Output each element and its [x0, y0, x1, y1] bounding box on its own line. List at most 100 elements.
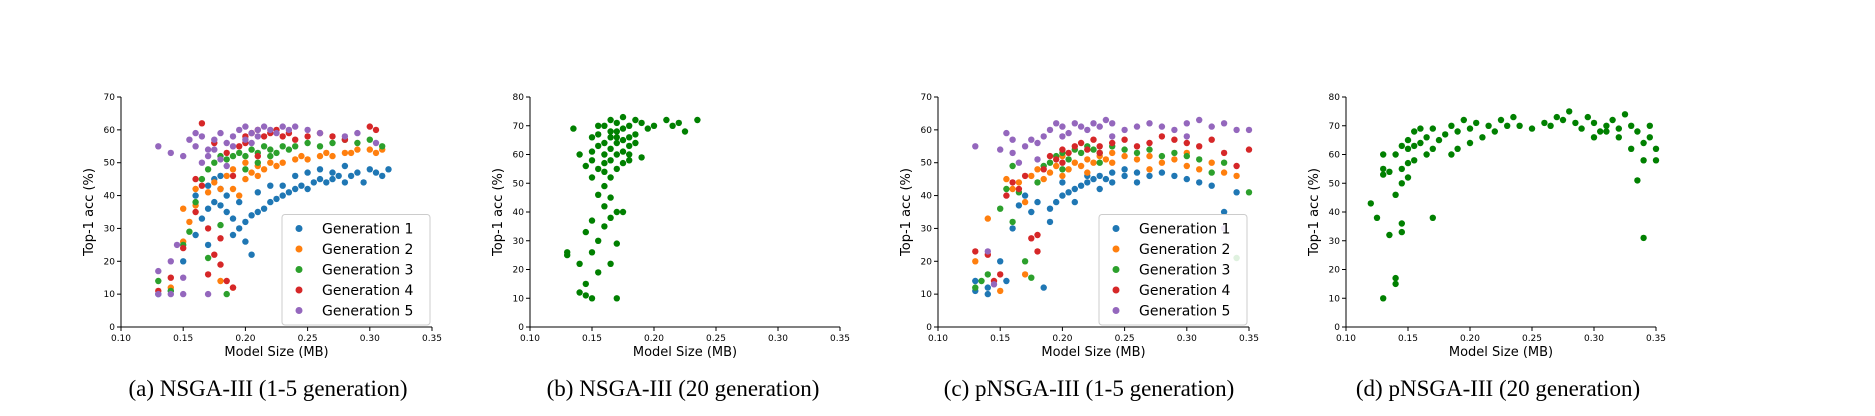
data-point-generation-1 — [972, 277, 979, 285]
data-point-generation-5 — [1109, 133, 1116, 140]
data-point-generation-20 — [576, 289, 583, 296]
data-point-generation-2 — [1071, 159, 1079, 166]
data-point-generation-5 — [180, 290, 187, 298]
data-point-generation-3 — [236, 149, 243, 157]
data-point-generation-1 — [316, 175, 324, 183]
data-point-generation-20 — [588, 174, 596, 181]
data-point-generation-1 — [1133, 169, 1141, 176]
data-point-generation-5 — [1071, 120, 1079, 127]
y-tick-label: 30 — [921, 224, 933, 234]
data-point-generation-20 — [638, 119, 645, 127]
data-point-generation-20 — [1454, 145, 1461, 152]
data-point-generation-2 — [248, 169, 255, 176]
data-point-generation-20 — [613, 240, 620, 247]
data-point-generation-4 — [997, 271, 1004, 278]
data-point-generation-20 — [582, 292, 589, 299]
data-point-generation-20 — [1584, 113, 1592, 121]
data-point-generation-1 — [1077, 182, 1085, 189]
x-tick-label: 0.35 — [1239, 334, 1259, 344]
data-point-generation-3 — [223, 290, 230, 298]
data-point-generation-20 — [1380, 165, 1387, 173]
data-point-generation-4 — [254, 152, 261, 160]
data-point-generation-20 — [1547, 122, 1554, 129]
data-point-generation-2 — [366, 146, 373, 153]
y-axis-label: Top-1 acc (%) — [82, 168, 97, 257]
data-point-generation-1 — [298, 182, 305, 189]
data-point-generation-4 — [1090, 136, 1097, 143]
data-point-generation-4 — [1028, 235, 1035, 242]
data-point-generation-5 — [223, 162, 230, 170]
data-point-generation-1 — [310, 179, 317, 186]
legend-box — [281, 214, 431, 326]
data-point-generation-4 — [1003, 192, 1010, 199]
data-point-generation-2 — [1171, 156, 1178, 163]
x-tick-label: 0.10 — [111, 334, 131, 344]
data-point-generation-20 — [1491, 128, 1499, 135]
data-point-generation-20 — [1429, 145, 1437, 152]
data-point-generation-4 — [204, 225, 212, 232]
data-point-generation-5 — [997, 146, 1004, 153]
data-point-generation-1 — [329, 169, 336, 176]
data-point-generation-4 — [1096, 149, 1103, 157]
data-point-generation-3 — [1077, 149, 1085, 157]
data-point-generation-2 — [260, 166, 268, 173]
data-point-generation-5 — [1028, 136, 1035, 143]
data-point-generation-20 — [1473, 119, 1480, 127]
legend-marker — [295, 266, 303, 273]
data-point-generation-1 — [254, 208, 261, 216]
data-point-generation-5 — [1065, 129, 1072, 137]
data-point-generation-3 — [273, 149, 280, 157]
data-point-generation-20 — [1380, 295, 1387, 302]
data-point-generation-2 — [1133, 156, 1141, 163]
data-point-generation-3 — [978, 277, 985, 285]
data-point-generation-1 — [372, 169, 380, 176]
data-point-generation-20 — [1652, 145, 1660, 152]
data-point-generation-1 — [267, 198, 274, 206]
data-point-generation-20 — [1398, 180, 1406, 187]
y-tick-label: 30 — [513, 237, 525, 247]
data-point-generation-20 — [1392, 280, 1399, 288]
data-point-generation-20 — [619, 148, 627, 155]
data-point-generation-3 — [260, 143, 268, 150]
chart-panel-d: 0.10 0.15 0.20 0.25 0.30 0.35 0 10 20 30 40 50 60 70 8… — [1307, 93, 1666, 360]
y-axis-label: Top-1 acc (%) — [1307, 168, 1322, 257]
data-point-generation-20 — [1435, 136, 1443, 144]
y-tick-label: 70 — [104, 93, 116, 103]
data-point-generation-5 — [1245, 126, 1253, 134]
data-point-generation-5 — [217, 129, 224, 137]
data-point-generation-20 — [626, 142, 633, 150]
data-point-generation-1 — [1146, 172, 1153, 180]
data-point-generation-3 — [354, 139, 361, 147]
y-tick-label: 0 — [926, 323, 932, 333]
data-point-generation-4 — [1233, 162, 1240, 170]
data-point-generation-5 — [229, 133, 237, 140]
data-point-generation-2 — [997, 287, 1004, 295]
data-point-generation-2 — [347, 149, 355, 157]
data-point-generation-20 — [638, 154, 645, 161]
data-point-generation-4 — [1059, 159, 1066, 166]
data-point-generation-2 — [292, 156, 299, 163]
data-point-generation-5 — [1009, 136, 1016, 143]
data-point-generation-2 — [329, 152, 336, 160]
data-point-generation-2 — [1109, 149, 1116, 157]
data-point-generation-4 — [1040, 166, 1047, 173]
data-point-generation-4 — [1034, 248, 1041, 255]
x-tick-label: 0.30 — [1584, 334, 1604, 344]
x-tick-label: 0.15 — [990, 334, 1010, 344]
data-point-generation-20 — [1590, 134, 1598, 141]
data-point-generation-20 — [644, 125, 651, 132]
data-point-generation-3 — [997, 205, 1004, 212]
data-point-generation-20 — [1479, 134, 1486, 141]
data-point-generation-3 — [211, 159, 218, 166]
data-point-generation-20 — [607, 128, 614, 135]
data-point-generation-2 — [1183, 162, 1191, 170]
data-point-generation-1 — [1196, 179, 1203, 186]
data-point-generation-3 — [329, 139, 336, 147]
data-point-generation-20 — [1597, 128, 1604, 135]
legend-marker — [1112, 266, 1120, 273]
data-point-generation-2 — [186, 218, 193, 226]
data-point-generation-5 — [1059, 123, 1066, 130]
data-point-generation-2 — [1046, 169, 1054, 176]
data-point-generation-5 — [984, 248, 991, 255]
data-point-generation-1 — [292, 185, 299, 193]
